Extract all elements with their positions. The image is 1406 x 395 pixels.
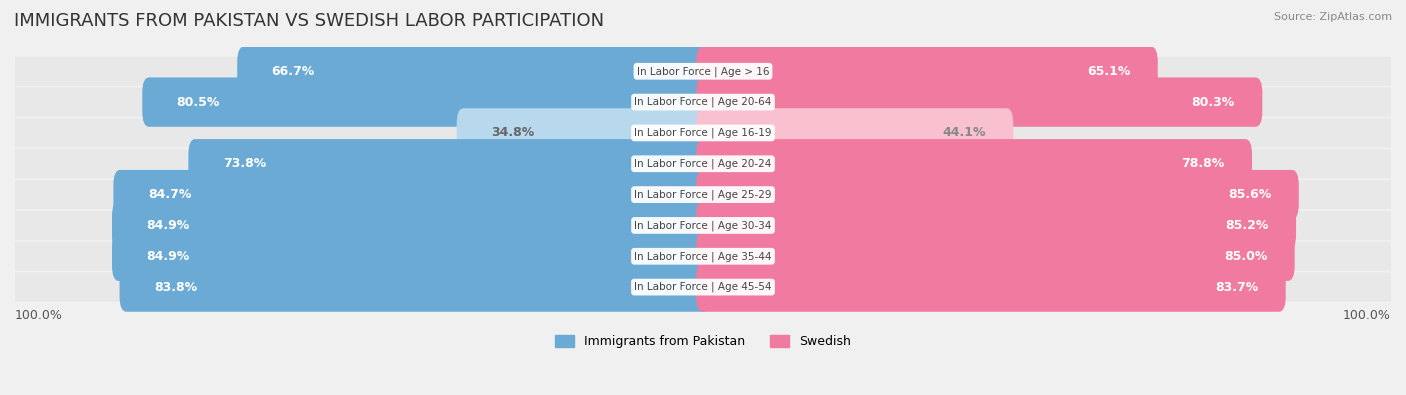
FancyBboxPatch shape <box>238 47 710 96</box>
Text: In Labor Force | Age 20-64: In Labor Force | Age 20-64 <box>634 97 772 107</box>
FancyBboxPatch shape <box>696 231 1295 281</box>
Text: 100.0%: 100.0% <box>1343 308 1391 322</box>
FancyBboxPatch shape <box>696 77 1263 127</box>
Text: 66.7%: 66.7% <box>271 65 315 78</box>
Text: 84.7%: 84.7% <box>148 188 191 201</box>
FancyBboxPatch shape <box>14 242 1392 271</box>
Text: 83.8%: 83.8% <box>155 280 197 293</box>
Text: 85.6%: 85.6% <box>1227 188 1271 201</box>
Legend: Immigrants from Pakistan, Swedish: Immigrants from Pakistan, Swedish <box>550 330 856 353</box>
Text: 83.7%: 83.7% <box>1215 280 1258 293</box>
Text: In Labor Force | Age 35-44: In Labor Force | Age 35-44 <box>634 251 772 261</box>
Text: In Labor Force | Age 16-19: In Labor Force | Age 16-19 <box>634 128 772 138</box>
FancyBboxPatch shape <box>14 149 1392 178</box>
Text: 80.5%: 80.5% <box>177 96 221 109</box>
FancyBboxPatch shape <box>696 201 1296 250</box>
Text: In Labor Force | Age 25-29: In Labor Force | Age 25-29 <box>634 189 772 200</box>
Text: Source: ZipAtlas.com: Source: ZipAtlas.com <box>1274 12 1392 22</box>
FancyBboxPatch shape <box>142 77 710 127</box>
FancyBboxPatch shape <box>112 231 710 281</box>
FancyBboxPatch shape <box>14 57 1392 86</box>
FancyBboxPatch shape <box>696 139 1251 188</box>
FancyBboxPatch shape <box>112 201 710 250</box>
Text: 85.0%: 85.0% <box>1223 250 1267 263</box>
FancyBboxPatch shape <box>114 170 710 219</box>
Text: 78.8%: 78.8% <box>1181 157 1225 170</box>
Text: In Labor Force | Age 30-34: In Labor Force | Age 30-34 <box>634 220 772 231</box>
FancyBboxPatch shape <box>696 47 1157 96</box>
Text: 34.8%: 34.8% <box>491 126 534 139</box>
FancyBboxPatch shape <box>14 88 1392 117</box>
Text: IMMIGRANTS FROM PAKISTAN VS SWEDISH LABOR PARTICIPATION: IMMIGRANTS FROM PAKISTAN VS SWEDISH LABO… <box>14 12 605 30</box>
Text: 65.1%: 65.1% <box>1087 65 1130 78</box>
Text: 84.9%: 84.9% <box>146 219 190 232</box>
Text: 80.3%: 80.3% <box>1191 96 1234 109</box>
Text: In Labor Force | Age 45-54: In Labor Force | Age 45-54 <box>634 282 772 292</box>
FancyBboxPatch shape <box>457 108 710 158</box>
FancyBboxPatch shape <box>14 211 1392 240</box>
Text: In Labor Force | Age 20-24: In Labor Force | Age 20-24 <box>634 158 772 169</box>
Text: 85.2%: 85.2% <box>1225 219 1268 232</box>
Text: 84.9%: 84.9% <box>146 250 190 263</box>
FancyBboxPatch shape <box>120 262 710 312</box>
Text: 73.8%: 73.8% <box>222 157 266 170</box>
FancyBboxPatch shape <box>14 180 1392 209</box>
FancyBboxPatch shape <box>188 139 710 188</box>
Text: 100.0%: 100.0% <box>15 308 63 322</box>
FancyBboxPatch shape <box>696 262 1285 312</box>
FancyBboxPatch shape <box>696 108 1014 158</box>
FancyBboxPatch shape <box>14 273 1392 301</box>
Text: In Labor Force | Age > 16: In Labor Force | Age > 16 <box>637 66 769 77</box>
FancyBboxPatch shape <box>14 118 1392 147</box>
FancyBboxPatch shape <box>696 170 1299 219</box>
Text: 44.1%: 44.1% <box>942 126 986 139</box>
